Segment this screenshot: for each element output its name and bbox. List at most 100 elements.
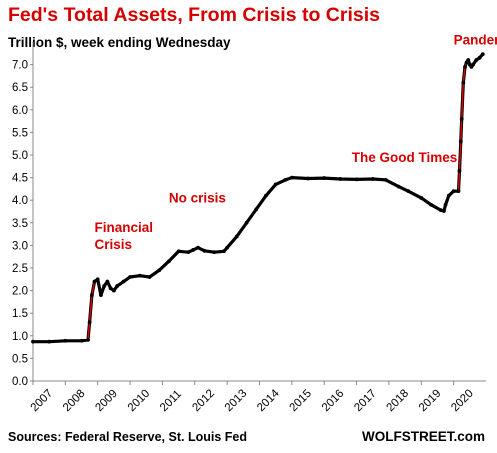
data-point — [157, 268, 162, 273]
x-tick-label: 2017 — [352, 388, 379, 415]
x-tick-label: 2013 — [223, 388, 250, 415]
data-point — [167, 259, 171, 264]
data-point — [474, 58, 479, 62]
data-point — [176, 249, 181, 254]
y-tick-label: 2.0 — [12, 286, 28, 298]
data-point — [234, 234, 239, 239]
y-tick-label: 4.0 — [12, 195, 28, 207]
data-point — [463, 64, 467, 69]
data-point — [212, 250, 217, 255]
data-point — [383, 177, 388, 182]
x-axis-ticks: 2007 2008 2009 2010 2011 2012 2013 2014 2015 2016… — [29, 381, 476, 414]
y-tick-label: 3.0 — [12, 240, 28, 252]
data-point — [406, 189, 411, 194]
y-tick-label: 0.5 — [12, 353, 28, 365]
y-tick-label: 3.5 — [12, 218, 28, 230]
chart-title: Fed's Total Assets, From Crisis to Crisi… — [8, 4, 380, 26]
data-point — [254, 207, 259, 212]
annotation-label: The Good Times — [352, 150, 458, 165]
data-point — [443, 202, 448, 207]
data-point — [63, 338, 68, 343]
data-point — [461, 80, 466, 85]
y-tick-label: 5.5 — [12, 127, 28, 139]
y-tick-label: 7.0 — [12, 60, 28, 72]
series-line — [31, 52, 485, 344]
annotation-label: Pandemic — [454, 32, 497, 47]
data-point — [244, 220, 249, 225]
data-point — [121, 279, 126, 284]
x-tick-label: 2012 — [190, 388, 217, 415]
data-point — [446, 193, 451, 198]
x-tick-label: 2020 — [449, 388, 476, 415]
x-tick-label: 2015 — [287, 388, 314, 415]
data-point — [137, 273, 142, 278]
y-tick-label: 6.0 — [12, 105, 28, 117]
data-point — [225, 245, 230, 250]
data-point — [31, 339, 35, 344]
axes — [32, 42, 486, 382]
data-point — [458, 139, 463, 144]
data-point — [471, 62, 475, 67]
data-point — [322, 176, 327, 180]
brand-watermark: WOLFSTREET.com — [361, 429, 485, 444]
data-point — [196, 245, 200, 250]
data-point — [273, 182, 278, 187]
x-tick-label: 2014 — [255, 387, 282, 414]
data-point — [306, 176, 310, 181]
data-point — [438, 208, 443, 213]
y-tick-label: 0.0 — [12, 376, 28, 388]
x-tick-label: 2019 — [417, 388, 444, 415]
data-point — [283, 177, 288, 182]
data-point — [419, 196, 424, 200]
x-tick-label: 2008 — [61, 388, 88, 415]
x-tick-label: 2011 — [158, 388, 184, 414]
data-point — [89, 293, 94, 298]
data-point — [79, 338, 84, 343]
x-tick-label: 2016 — [320, 388, 347, 415]
y-tick-label: 2.5 — [12, 263, 28, 275]
data-point — [429, 202, 433, 207]
data-point — [338, 177, 343, 181]
data-point — [105, 279, 110, 284]
data-point — [191, 248, 196, 252]
x-tick-label: 2018 — [385, 388, 412, 415]
data-point — [47, 339, 52, 344]
x-tick-label: 2009 — [93, 388, 120, 415]
y-tick-label: 1.5 — [12, 308, 28, 320]
y-tick-label: 6.5 — [12, 82, 28, 94]
data-point — [354, 177, 359, 182]
data-point — [222, 249, 226, 254]
data-point — [459, 116, 464, 121]
data-point — [147, 275, 152, 279]
data-point — [92, 279, 97, 284]
annotations: Financial Crisis No crisis The Good Times Pa… — [94, 32, 497, 252]
x-tick-label: 2010 — [126, 388, 153, 415]
data-point — [456, 189, 461, 194]
data-point — [442, 209, 446, 213]
data-point — [186, 250, 191, 255]
data-point — [99, 293, 103, 298]
data-point — [477, 55, 482, 60]
data-point — [457, 168, 462, 173]
y-tick-label: 4.5 — [12, 173, 28, 185]
data-point — [115, 284, 120, 288]
data-point — [202, 248, 207, 253]
series-group — [31, 52, 485, 344]
annotation-label: Crisis — [94, 237, 132, 252]
data-point — [86, 337, 90, 342]
data-point — [480, 52, 485, 57]
data-point — [108, 286, 113, 291]
annotation-label: No crisis — [169, 190, 226, 205]
annotation-label: Financial — [94, 220, 153, 235]
y-tick-label: 5.0 — [12, 150, 28, 162]
data-point — [102, 284, 107, 288]
data-point — [466, 58, 471, 62]
data-point — [370, 177, 375, 181]
x-tick-label: 2007 — [29, 388, 56, 415]
data-point — [264, 193, 268, 198]
data-point — [128, 275, 132, 279]
data-point — [111, 288, 116, 293]
data-point — [87, 320, 92, 325]
data-point — [396, 184, 401, 189]
